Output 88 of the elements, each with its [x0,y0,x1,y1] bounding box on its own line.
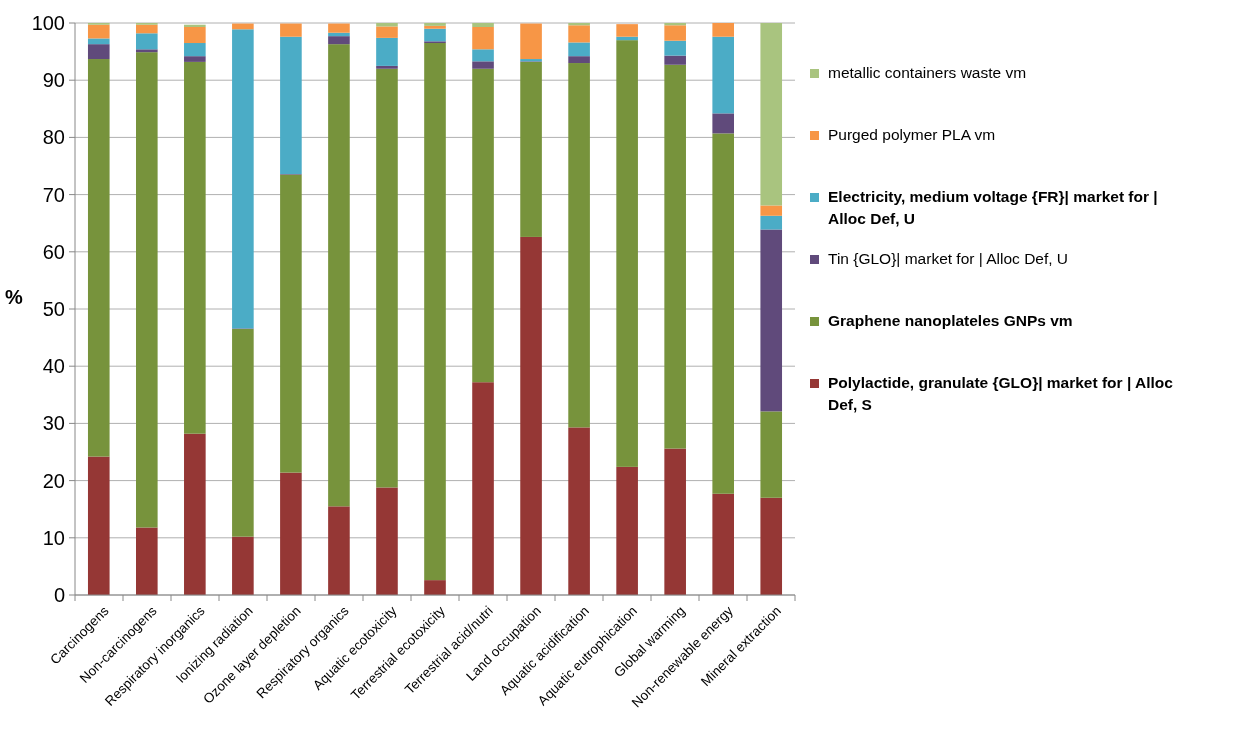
bar [184,24,206,27]
bar [328,23,350,33]
bar [424,43,446,581]
bar [760,497,783,595]
bar [136,52,158,528]
bar [520,61,542,237]
bar [760,23,783,206]
bar [424,28,446,42]
y-tick-label: 100 [31,12,65,34]
bar [328,36,350,45]
y-tick-label: 60 [42,240,65,263]
bar [472,49,494,62]
bar [712,23,734,37]
bar [712,36,734,114]
bar [616,466,638,595]
bar [568,25,590,43]
bar [664,448,686,595]
legend-label: Polylactide, granulate {GLO}| market for | Alloc Def, S [828,374,1174,413]
bar [376,487,398,595]
legend-label: Tin {GLO}| market for | Alloc Def, U [828,250,1069,267]
y-axis-title: % [5,286,24,308]
bar [184,56,206,62]
bar [664,40,686,56]
bar [87,38,110,45]
bar [376,68,398,488]
bar [232,29,254,329]
bar [87,24,110,39]
legend-label: metallic containers waste vm [828,64,1027,81]
y-tick-label: 70 [42,183,65,206]
bar [664,55,686,65]
bar [760,215,783,230]
bar [568,63,590,428]
bar [664,23,686,26]
bar [136,527,158,595]
bar [136,49,158,53]
bar [328,44,350,507]
y-tick-label: 0 [53,584,65,606]
bar [760,229,783,412]
bar [376,37,398,66]
bar [568,56,590,64]
bar [712,493,734,595]
bar [280,36,302,175]
legend-label: Graphene nanoplateles GNPs vm [828,312,1073,329]
bar [184,61,206,434]
bar [760,411,783,498]
bar [472,23,494,27]
y-tick-label: 10 [42,526,65,549]
bar [568,23,590,26]
bar [232,536,254,595]
legend-label: Purged polymer PLA vm [828,126,996,143]
bar [520,236,542,595]
bar [616,24,638,37]
bar [184,27,206,44]
y-tick-label: 90 [42,69,65,92]
bar [760,205,783,216]
bar [376,65,398,69]
bar [664,25,686,41]
bar [184,43,206,57]
bar [87,456,110,595]
bar [280,174,302,473]
bar [280,23,302,37]
legend-label: Electricity, medium voltage {FR}| market for | Alloc Def, U [828,188,1158,227]
bar [568,427,590,595]
bar [232,329,254,537]
bar [184,433,206,595]
bar [328,506,350,595]
bar [376,26,398,38]
bar [280,472,302,595]
bar [87,59,110,457]
bar [568,42,590,57]
y-tick-label: 40 [42,355,65,378]
bar [472,61,494,69]
bar [472,68,494,383]
bar [616,40,638,467]
y-tick-label: 20 [42,469,65,492]
y-tick-label: 50 [42,298,65,320]
bar [520,23,542,60]
bar [136,24,158,34]
bar [712,133,734,494]
y-tick-label: 30 [42,412,65,435]
y-tick-label: 80 [42,126,65,149]
bar [424,580,446,595]
bar [472,27,494,50]
bar [472,382,494,595]
bar [664,64,686,449]
bar [712,113,734,134]
bar [136,33,158,50]
bar [87,44,110,60]
